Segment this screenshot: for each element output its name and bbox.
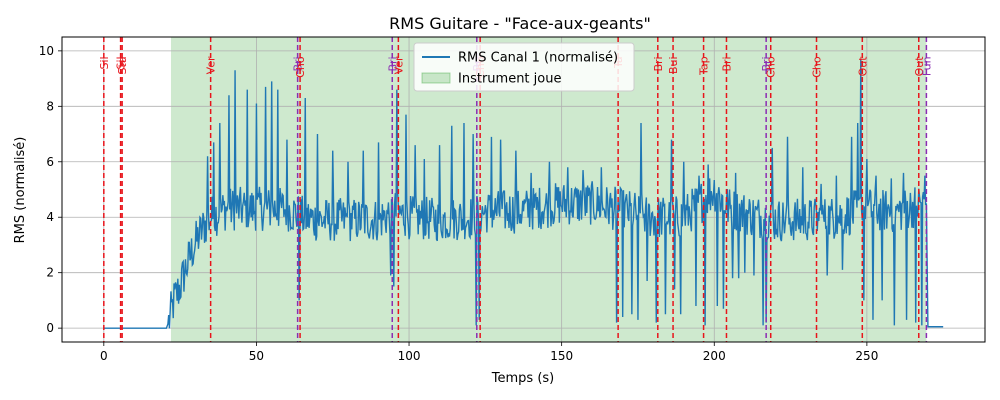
section-marker-label: Ver (392, 56, 405, 74)
legend-patch-swatch (421, 72, 451, 84)
y-axis-label: RMS (normalisé) (13, 137, 28, 244)
x-tick-label: 200 (703, 349, 726, 363)
chart-title: RMS Guitare - "Face-aux-geants" (389, 14, 651, 33)
legend-entry-label: Instrument joue (458, 72, 561, 87)
section-marker-label: Tap (698, 56, 711, 76)
section-marker-label: Out (856, 56, 869, 77)
plot-frame (61, 36, 986, 343)
section-marker-label: Bri (652, 56, 665, 71)
y-tick-label: 6 (46, 155, 54, 169)
section-marker-label: Bri (760, 56, 773, 71)
section-marker-label: Ver (205, 56, 218, 74)
x-axis-label: Temps (s) (491, 371, 554, 386)
x-tick-label: 0 (100, 349, 108, 363)
x-tick-label: 100 (398, 349, 421, 363)
section-marker-label: Fun (920, 56, 933, 76)
x-tick-label: 250 (855, 349, 878, 363)
section-marker-label: Bri (292, 56, 305, 71)
section-marker-label: Sta (116, 56, 129, 74)
y-tick-label: 4 (46, 210, 54, 224)
section-marker-label: Cho (765, 56, 778, 78)
section-marker-label: Cho (811, 56, 824, 78)
y-tick-label: 0 (46, 321, 54, 335)
section-marker-label: Sil (115, 56, 128, 69)
legend-entry-label: RMS Canal 1 (normalisé) (458, 51, 618, 66)
legend-box (413, 42, 635, 92)
section-marker-label: Bri (386, 56, 399, 71)
x-tick-label: 50 (249, 349, 264, 363)
section-marker-label: Out (913, 56, 926, 77)
rms-series-line (103, 59, 944, 329)
y-tick-label: 8 (46, 99, 54, 113)
y-tick-label: 2 (46, 266, 54, 280)
section-marker-label: Bri (720, 56, 733, 71)
section-marker-label: Cho (294, 56, 307, 78)
section-marker-label: Bui (667, 56, 680, 74)
y-tick-label: 10 (39, 44, 54, 58)
x-tick-label: 150 (550, 349, 573, 363)
legend: RMS Canal 1 (normalisé) Instrument joue (413, 42, 635, 92)
section-marker-label: Sil (98, 56, 111, 69)
